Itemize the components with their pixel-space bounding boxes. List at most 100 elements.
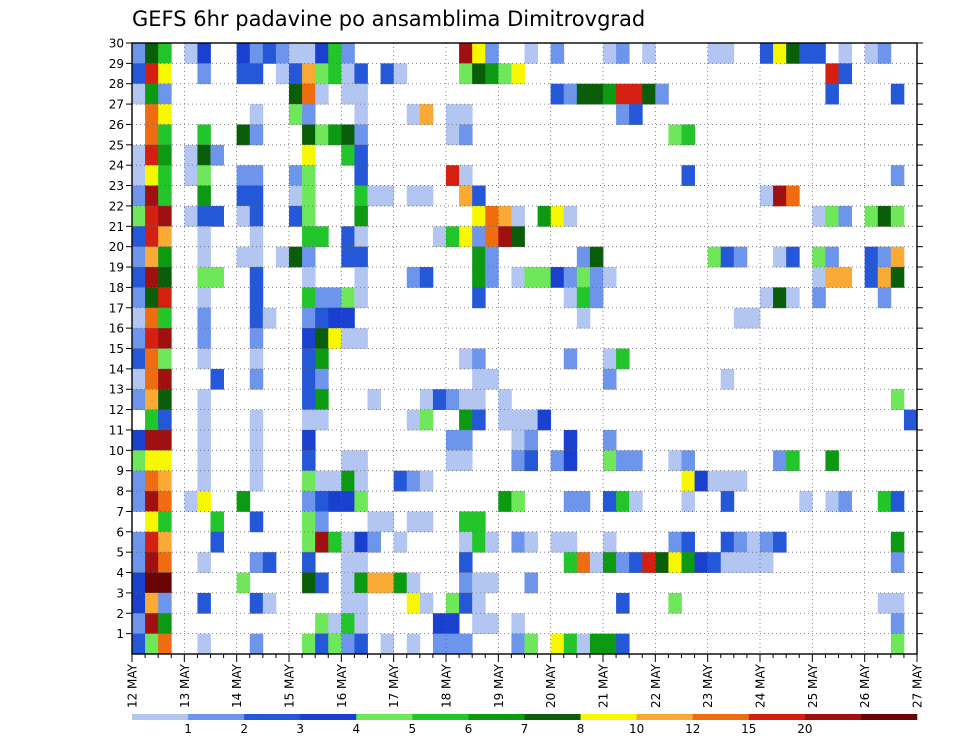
heatmap-cell	[890, 83, 905, 105]
y-tick-label: 11	[109, 423, 124, 437]
heatmap-cell	[589, 287, 604, 309]
heatmap-cell	[537, 409, 552, 431]
heatmap-cell	[786, 450, 800, 472]
heatmap-cell	[132, 491, 146, 512]
heatmap-cell	[210, 531, 224, 553]
heatmap-cell	[289, 205, 303, 227]
heatmap-cell	[760, 185, 774, 207]
heatmap-cell	[158, 144, 172, 166]
heatmap-cell	[616, 43, 630, 64]
heatmap-cell	[720, 531, 735, 553]
heatmap-cell	[472, 267, 486, 288]
heatmap-cell	[158, 43, 172, 64]
heatmap-cell	[446, 429, 460, 451]
heatmap-cell	[132, 348, 146, 370]
heatmap-cell	[210, 144, 224, 166]
heatmap-cell	[302, 63, 316, 85]
heatmap-cell	[132, 205, 146, 227]
heatmap-cell	[236, 205, 251, 227]
heatmap-cell	[197, 205, 211, 227]
heatmap-cell	[812, 246, 826, 268]
y-tick-label: 9	[116, 464, 124, 478]
heatmap-cell	[472, 592, 486, 614]
heatmap-cell	[786, 43, 800, 64]
heatmap-cell	[145, 124, 159, 146]
heatmap-cell	[289, 165, 303, 186]
heatmap-cell	[563, 491, 578, 512]
heatmap-cell	[236, 246, 251, 268]
heatmap-cell	[603, 368, 617, 390]
y-tick-label: 6	[116, 525, 124, 539]
heatmap-cell	[524, 429, 538, 451]
heatmap-cell	[786, 246, 800, 268]
y-tick-label: 20	[109, 240, 124, 254]
heatmap-cell	[197, 633, 211, 655]
y-tick-label: 21	[109, 220, 124, 234]
heatmap-cell	[812, 287, 826, 309]
heatmap-cell	[302, 552, 316, 573]
heatmap-cell	[367, 511, 381, 533]
heatmap-cell	[145, 613, 159, 635]
heatmap-cell	[603, 267, 617, 288]
heatmap-cell	[302, 185, 316, 207]
heatmap-cell	[459, 450, 473, 472]
heatmap-cell	[668, 124, 682, 146]
heatmap-cell	[746, 307, 761, 329]
heatmap-cell	[354, 491, 368, 512]
heatmap-cell	[681, 470, 695, 492]
heatmap-cell	[184, 43, 198, 64]
heatmap-cell	[315, 531, 329, 553]
heatmap-cell	[315, 63, 329, 85]
heatmap-cell	[354, 613, 368, 635]
heatmap-cell	[158, 63, 172, 85]
heatmap-cell	[485, 246, 499, 268]
heatmap-cell	[315, 633, 329, 655]
heatmap-cell	[328, 531, 342, 553]
heatmap-cell	[132, 165, 146, 186]
heatmap-cell	[799, 43, 813, 64]
heatmap-cell	[576, 552, 591, 573]
heatmap-cell	[158, 450, 172, 472]
heatmap-cell	[197, 348, 211, 370]
heatmap-cell	[459, 43, 473, 64]
heatmap-cell	[197, 450, 211, 472]
heatmap-cell	[629, 104, 643, 125]
y-tick-label: 5	[116, 546, 124, 560]
heatmap-cell	[459, 511, 473, 533]
heatmap-cell	[197, 491, 211, 512]
heatmap-cell	[786, 185, 800, 207]
colorbar-label: 8	[577, 722, 585, 736]
y-tick-label: 8	[116, 485, 124, 499]
y-tick-label: 15	[109, 342, 124, 356]
heatmap-cell	[629, 491, 643, 512]
heatmap-cell	[511, 409, 525, 431]
heatmap-cell	[459, 552, 473, 573]
heatmap-cell	[197, 328, 211, 349]
y-tick-label: 13	[109, 383, 124, 397]
heatmap-cell	[341, 246, 355, 268]
y-tick-label: 23	[109, 179, 124, 193]
heatmap-cell	[132, 328, 146, 349]
heatmap-cell	[367, 572, 381, 594]
heatmap-cell	[864, 267, 879, 288]
heatmap-cell	[838, 43, 852, 64]
heatmap-cell	[341, 226, 355, 248]
heatmap-cell	[341, 613, 355, 635]
heatmap-cell	[485, 63, 499, 85]
x-tick-label: 22 MAY	[649, 663, 663, 708]
heatmap-cell	[472, 531, 486, 553]
heatmap-cell	[511, 205, 525, 227]
heatmap-cell	[132, 144, 146, 166]
heatmap-cell	[341, 287, 355, 309]
colorbar-swatch	[804, 714, 862, 720]
heatmap-cell	[603, 83, 617, 105]
heatmap-cell	[328, 491, 342, 512]
heatmap-cell	[354, 104, 368, 125]
heatmap-cell	[158, 185, 172, 207]
heatmap-cell	[603, 429, 617, 451]
heatmap-cell	[642, 43, 656, 64]
heatmap-cell	[498, 491, 512, 512]
heatmap-cell	[773, 450, 787, 472]
heatmap-cell	[210, 205, 224, 227]
heatmap-cell	[576, 267, 591, 288]
